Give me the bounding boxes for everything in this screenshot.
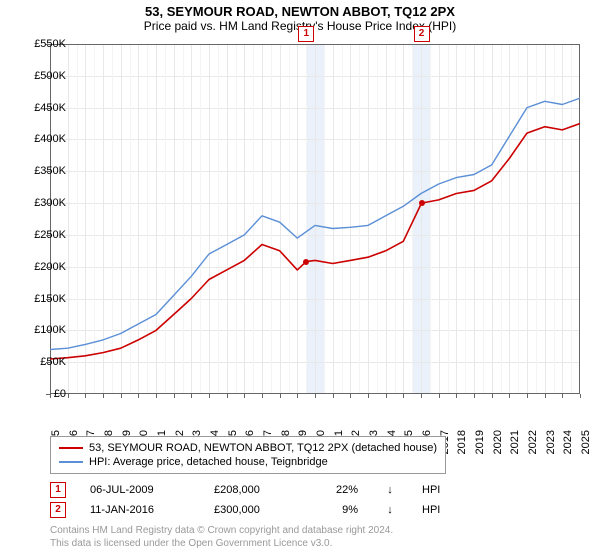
sale-marker-point: [303, 259, 309, 265]
legend-swatch: [59, 447, 83, 449]
legend-label: 53, SEYMOUR ROAD, NEWTON ABBOT, TQ12 2PX…: [89, 442, 437, 454]
sale-marker-icon: 2: [50, 502, 66, 518]
footer-line-1: Contains HM Land Registry data © Crown c…: [50, 524, 393, 537]
x-tick-label: 2023: [545, 430, 557, 454]
sale-row: 1 06-JUL-2009 £208,000 22% ↓ HPI: [50, 480, 452, 500]
arrow-down-icon: ↓: [382, 484, 398, 496]
arrow-down-icon: ↓: [382, 504, 398, 516]
sale-marker-label: 1: [298, 26, 314, 42]
legend-label: HPI: Average price, detached house, Teig…: [89, 456, 328, 468]
y-tick-label: £150K: [6, 293, 66, 305]
sale-marker-point: [419, 200, 425, 206]
y-tick-label: £500K: [6, 70, 66, 82]
x-tick-label: 2021: [509, 430, 521, 454]
series-hpi: [50, 98, 580, 349]
legend-item: HPI: Average price, detached house, Teig…: [59, 455, 437, 469]
x-tick-label: 2020: [492, 430, 504, 454]
x-tick-label: 2025: [580, 430, 592, 454]
series-price_paid: [50, 124, 580, 360]
sale-date: 06-JUL-2009: [90, 484, 190, 496]
sale-marker-label: 2: [414, 26, 430, 42]
legend-box: 53, SEYMOUR ROAD, NEWTON ABBOT, TQ12 2PX…: [50, 436, 446, 474]
sale-pct: 22%: [318, 484, 358, 496]
y-tick-label: £200K: [6, 261, 66, 273]
legend-item: 53, SEYMOUR ROAD, NEWTON ABBOT, TQ12 2PX…: [59, 441, 437, 455]
y-tick-label: £100K: [6, 324, 66, 336]
y-tick-label: £250K: [6, 229, 66, 241]
sale-ref: HPI: [422, 504, 452, 516]
sale-price: £208,000: [214, 484, 294, 496]
sale-marker-icon: 1: [50, 482, 66, 498]
sale-pct: 9%: [318, 504, 358, 516]
sale-ref: HPI: [422, 484, 452, 496]
x-tick-label: 2022: [527, 430, 539, 454]
y-tick-label: £350K: [6, 165, 66, 177]
y-tick-label: £300K: [6, 197, 66, 209]
chart-lines: [50, 44, 580, 394]
x-tick-label: 2024: [562, 430, 574, 454]
sales-table: 1 06-JUL-2009 £208,000 22% ↓ HPI 2 11-JAN-2016 £…: [50, 480, 452, 520]
sale-price: £300,000: [214, 504, 294, 516]
x-tick-label: 2019: [474, 430, 486, 454]
chart-title: 53, SEYMOUR ROAD, NEWTON ABBOT, TQ12 2PX: [0, 0, 600, 19]
y-tick-label: £50K: [6, 356, 66, 368]
footer-attribution: Contains HM Land Registry data © Crown c…: [50, 524, 393, 550]
x-tick-label: 2018: [456, 430, 468, 454]
footer-line-2: This data is licensed under the Open Gov…: [50, 537, 393, 550]
sale-row: 2 11-JAN-2016 £300,000 9% ↓ HPI: [50, 500, 452, 520]
y-tick-label: £0: [6, 388, 66, 400]
y-tick-label: £550K: [6, 38, 66, 50]
legend-swatch: [59, 461, 83, 463]
chart-container: 53, SEYMOUR ROAD, NEWTON ABBOT, TQ12 2PX…: [0, 0, 600, 560]
sale-date: 11-JAN-2016: [90, 504, 190, 516]
y-tick-label: £450K: [6, 102, 66, 114]
y-tick-label: £400K: [6, 133, 66, 145]
